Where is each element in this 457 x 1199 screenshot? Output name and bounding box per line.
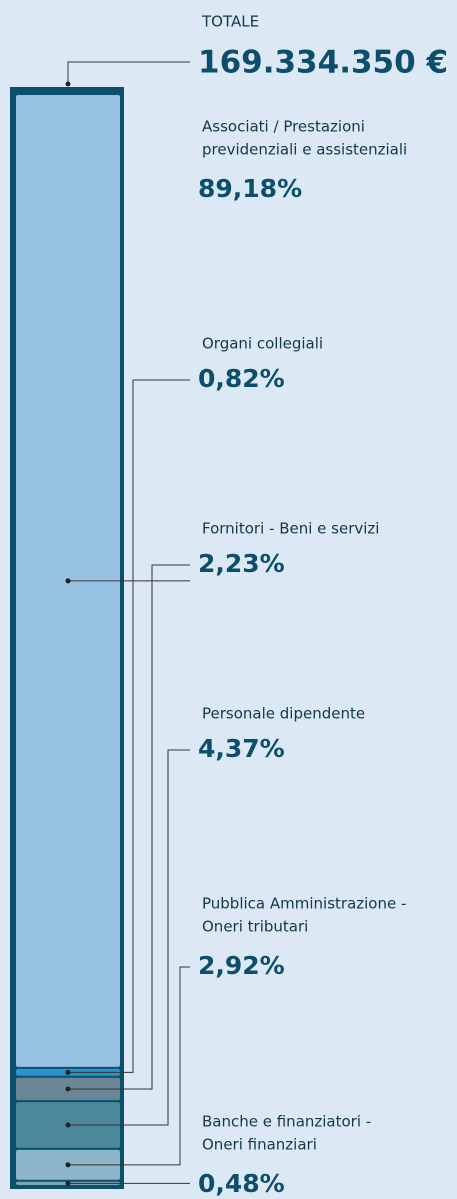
value-label: 2,23%: [198, 549, 285, 578]
connector-dot: [65, 1122, 71, 1128]
connector-dot: [65, 1162, 71, 1168]
category-label: Pubblica Amministrazione -: [202, 895, 406, 913]
value-label: 4,37%: [198, 734, 285, 763]
connector-dot: [65, 81, 71, 87]
connector-dot: [65, 1069, 71, 1075]
category-label: Oneri finanziari: [202, 1136, 317, 1154]
connector: [68, 966, 190, 1166]
category-label: Fornitori - Beni e servizi: [202, 520, 379, 538]
connector-dot: [65, 1086, 71, 1092]
category-label: Oneri tributari: [202, 918, 308, 936]
connector: [68, 749, 190, 1126]
category-label: previdenziali e assistenziali: [202, 141, 407, 159]
value-label: 89,18%: [198, 174, 302, 203]
value-label: 0,82%: [198, 364, 285, 393]
connector: [68, 379, 190, 1073]
category-label: Personale dipendente: [202, 705, 365, 723]
connector-dot: [65, 578, 71, 584]
total-connector: [67, 61, 190, 84]
category-label: Organi collegiali: [202, 335, 323, 353]
total-value: 169.334.350 €: [198, 45, 448, 81]
value-label: 2,92%: [198, 951, 285, 980]
connector: [68, 564, 190, 1090]
category-label: Associati / Prestazioni: [202, 118, 365, 136]
category-label: Banche e finanziatori -: [202, 1113, 371, 1131]
value-label: 0,48%: [198, 1169, 285, 1198]
total-title: TOTALE: [201, 13, 259, 31]
connector-dot: [65, 1180, 71, 1186]
